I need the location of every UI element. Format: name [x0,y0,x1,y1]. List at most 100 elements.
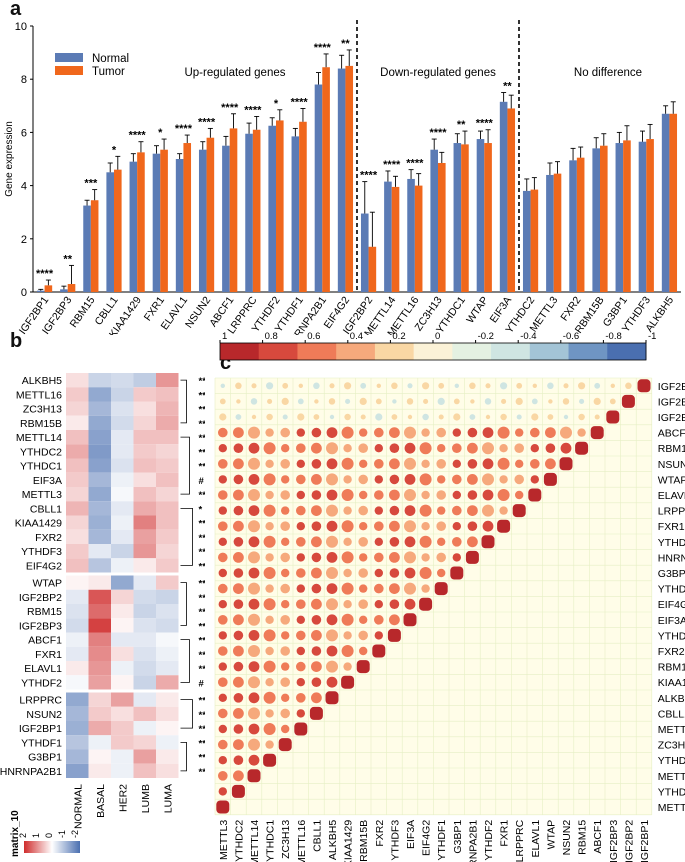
bar-normal [407,178,415,292]
corr-circle [235,382,242,390]
corr-circle [218,475,227,484]
colorbar-tick-label: 0 [44,833,54,838]
legend-label: Tumor [92,66,125,78]
corr-circle [248,505,260,516]
heatmap-significance: **** [199,664,206,675]
heatmap-row-label: YTHDF3 [21,546,62,558]
corr-circle [436,459,446,469]
corr-col-label: YTHDF3 [389,820,401,861]
heatmap-cell [66,387,89,402]
corr-circle [296,522,305,531]
corr-circle [452,553,461,562]
y-axis-label: Gene expression [4,121,15,197]
corr-circle [359,553,368,562]
corr-circle [547,382,554,390]
corr-circle [358,505,368,516]
corr-circle [467,536,478,548]
heatmap-cell [156,501,179,516]
corr-circle [326,598,338,611]
bar-normal [291,136,300,292]
heatmap-row-label: KIAA1429 [15,518,62,530]
corr-circle [421,459,430,468]
corr-circle [436,552,446,563]
corr-circle [389,520,400,532]
colorbar-tick-label: 2 [18,833,28,838]
corr-row-label: YTHDC1 [658,755,685,767]
corr-circle [296,568,306,578]
corr-row-label: RBM15B [658,662,685,674]
corr-circle [248,598,260,610]
corr-circle [419,442,432,455]
corr-circle [376,383,381,388]
heatmap-cell [88,501,111,516]
heatmap-row-label: YTHDC2 [20,446,62,458]
heatmap-cell [88,558,111,573]
heatmap-cell [133,401,156,416]
significance-label: **** [291,96,309,108]
corr-col-label: FXR1 [499,820,511,847]
bar-tumor [183,143,192,292]
significance-label: **** [406,158,424,170]
corr-circle [263,567,276,579]
corr-circle [281,397,289,405]
heatmap-cell [156,458,179,473]
corr-circle [326,552,338,563]
corr-circle [311,692,322,704]
heatmap-cell [88,646,111,661]
corr-circle [389,505,400,516]
panel-letter-c: c [220,352,232,374]
corr-circle [421,522,430,531]
heatmap-cell [111,706,134,721]
corr-diagonal [434,582,448,596]
significance-label: **** [175,123,193,135]
corr-circle [281,475,290,484]
colorbar-segment [491,343,531,360]
corr-col-label: ZC3H13 [280,820,292,859]
corr-circle [329,414,335,420]
corr-circle [297,398,304,405]
corr-circle [265,553,274,562]
corr-circle [219,413,227,421]
corr-circle [467,427,478,438]
significance-label: **** [383,159,401,171]
corr-row-label: ELAVL1 [658,490,685,502]
panel-letter-b: b [10,330,23,352]
corr-circle [499,475,508,484]
heatmap-cell [111,763,134,778]
heatmap-cell [111,604,134,619]
heatmap-significance: **** [199,547,206,558]
significance-label: ** [63,253,72,265]
corr-col-label: EIF4G2 [421,820,433,856]
heatmap-cell [66,558,89,573]
heatmap-cell [66,575,89,590]
corr-col-label: IGF2BP1 [639,820,651,862]
corr-row-label: FXR2 [658,646,685,658]
corr-circle [359,584,368,593]
corr-circle [218,490,228,500]
heatmap-cell [88,632,111,647]
corr-circle [296,490,305,500]
heatmap-cell [111,618,134,633]
heatmap-row-label: EIF3A [33,475,62,487]
corr-circle [482,504,494,517]
corr-circle [218,787,227,796]
corr-circle [389,489,400,501]
heatmap-cell [111,675,134,690]
heatmap-cell [66,632,89,647]
corr-circle [265,522,274,531]
heatmap-cell [88,458,111,473]
corr-circle [233,458,244,470]
corr-circle [296,553,305,562]
heatmap-cell [133,618,156,633]
heatmap-cell [88,735,111,750]
colorbar-segment [413,343,453,360]
corr-circle [265,678,274,687]
corr-circle [499,506,508,515]
corr-circle [248,474,260,485]
corr-circle [436,427,446,438]
heatmap-cell [88,373,111,388]
heatmap-row-label: METTL14 [16,432,62,444]
corr-row-label: ALKBH5 [658,693,685,705]
heatmap-cell [133,373,156,388]
